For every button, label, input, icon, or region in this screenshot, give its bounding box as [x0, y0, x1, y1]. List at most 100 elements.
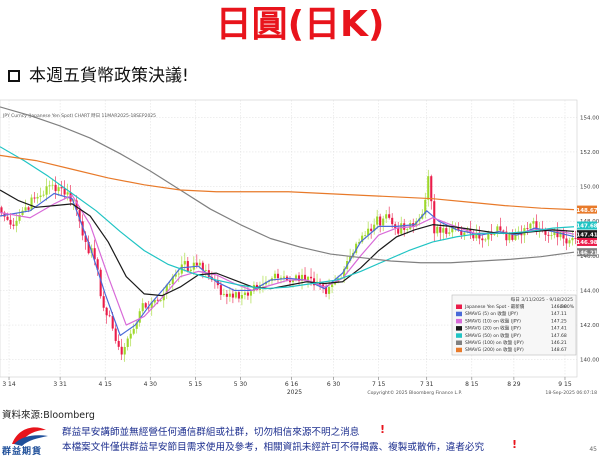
legend-entry-value: 147.41: [551, 326, 567, 332]
candle-body: [448, 232, 451, 234]
candle-body: [204, 270, 207, 271]
y-tick-label: 142.00: [580, 323, 600, 329]
x-tick-label: 6 30: [327, 381, 341, 388]
candle-body: [69, 192, 72, 202]
candle-body: [478, 232, 481, 239]
price-tag: [577, 237, 597, 246]
legend-swatch: [456, 311, 462, 317]
legend-entry-name: SMAVG (50) on 收盤 (JPY): [465, 332, 521, 339]
candle-body: [502, 230, 505, 232]
legend-entry-name: SMAVG (10) on 收盤 (JPY): [465, 317, 521, 324]
candle-body: [183, 261, 186, 265]
candle-body: [574, 238, 577, 239]
candle-body: [249, 291, 252, 296]
legend-swatch: [456, 333, 462, 338]
candle-body: [508, 233, 511, 241]
notice-line-1: 群益早安講師並無經營任何通信群組或社群，切勿相信來源不明之消息: [62, 427, 360, 438]
candle-body: [484, 239, 487, 241]
sma50-line: [0, 146, 575, 290]
candle-body: [328, 287, 331, 294]
candle-body: [553, 230, 556, 236]
timestamp-label: 18-Sep-2025 06:07:18: [545, 390, 597, 396]
candle-body: [78, 210, 81, 222]
candle-body: [358, 242, 361, 244]
candle-body: [126, 338, 129, 347]
y-tick-label: 140.00: [580, 358, 600, 364]
candle-body: [24, 207, 27, 211]
legend-entry-value: 146.98: [551, 304, 567, 310]
candle-body: [487, 231, 490, 240]
candle-body: [297, 275, 301, 282]
candle-body: [42, 194, 45, 196]
candle-body: [252, 284, 255, 292]
candle-body: [186, 261, 189, 272]
candle-body: [99, 269, 102, 297]
x-tick-label: 7 31: [420, 381, 434, 388]
candle-body: [382, 218, 385, 226]
candle-body: [454, 227, 457, 229]
price-tag-label: 146.21: [576, 250, 597, 256]
price-tag-label: 148.67: [576, 208, 597, 214]
candle-body: [105, 307, 108, 316]
x-tick-label: 4 15: [99, 381, 113, 388]
candle-body: [84, 235, 87, 242]
candle-body: [499, 226, 502, 231]
candle-body: [246, 292, 249, 296]
candle-body: [400, 223, 403, 234]
candle-body: [457, 227, 460, 231]
logo-text: 群益期貨: [2, 447, 43, 457]
candle-body: [544, 229, 547, 235]
candle-body: [391, 217, 394, 225]
legend-swatch: [456, 304, 462, 309]
candle-body: [51, 184, 54, 186]
candle-body: [397, 228, 400, 234]
chart-area: JPY Curncy (Japanese Yen Spot) CHART 時日 …: [0, 80, 600, 410]
candle-body: [135, 322, 138, 329]
candle-body: [240, 294, 243, 299]
candle-body: [222, 293, 225, 295]
candle-body: [12, 224, 15, 226]
candle-body: [481, 238, 484, 241]
candle-body: [291, 280, 295, 283]
candle-body: [373, 224, 376, 231]
candle-body: [93, 248, 96, 260]
candle-body: [198, 262, 201, 266]
candle-body: [306, 276, 310, 281]
price-tag: [577, 205, 597, 214]
candle-body: [379, 216, 382, 226]
candle-body: [102, 296, 105, 308]
subtitle-text: 本週五貨幣政策決議!: [29, 66, 189, 86]
footer: 群益期貨 群益早安講師並無經營任何通信群組或社群，切勿相信來源不明之消息 ! 本…: [0, 420, 600, 464]
candle-body: [36, 196, 39, 199]
y-tick-label: 154.00: [580, 115, 600, 121]
subtitle-row: 本週五貨幣政策決議!: [8, 61, 189, 86]
checkbox-bullet-icon: [8, 70, 20, 82]
candle-body: [562, 231, 565, 239]
candle-body: [237, 292, 240, 299]
candle-body: [171, 276, 174, 285]
candle-body: [403, 223, 406, 230]
candle-body: [388, 214, 391, 218]
price-tag-label: 147.68: [576, 224, 597, 230]
legend-entry-name: SMAVG (100) on 收盤 (JPY): [465, 339, 524, 346]
notice-mark-1: !: [380, 423, 386, 436]
candle-body: [571, 238, 574, 241]
x-tick-label: 8 29: [507, 381, 521, 388]
candle-body: [9, 219, 12, 225]
price-tag: [577, 221, 597, 230]
candle-body: [228, 293, 231, 297]
candle-body: [30, 197, 33, 210]
legend-entry-value: 147.11: [551, 311, 567, 317]
candle-body: [120, 346, 123, 355]
candle-body: [364, 235, 367, 236]
x-tick-label: 6 16: [285, 381, 299, 388]
y-tick-label: 146.00: [580, 254, 600, 260]
candle-body: [159, 300, 162, 302]
legend-entry-value: 148.67: [551, 347, 567, 353]
candle-body: [294, 275, 298, 281]
price-tag-label: 146.98: [576, 240, 597, 246]
legend-entry-value: 146.21: [551, 340, 567, 346]
candle-body: [493, 233, 496, 235]
price-tag-label: 147.41: [576, 232, 597, 238]
candle-body: [96, 259, 99, 270]
